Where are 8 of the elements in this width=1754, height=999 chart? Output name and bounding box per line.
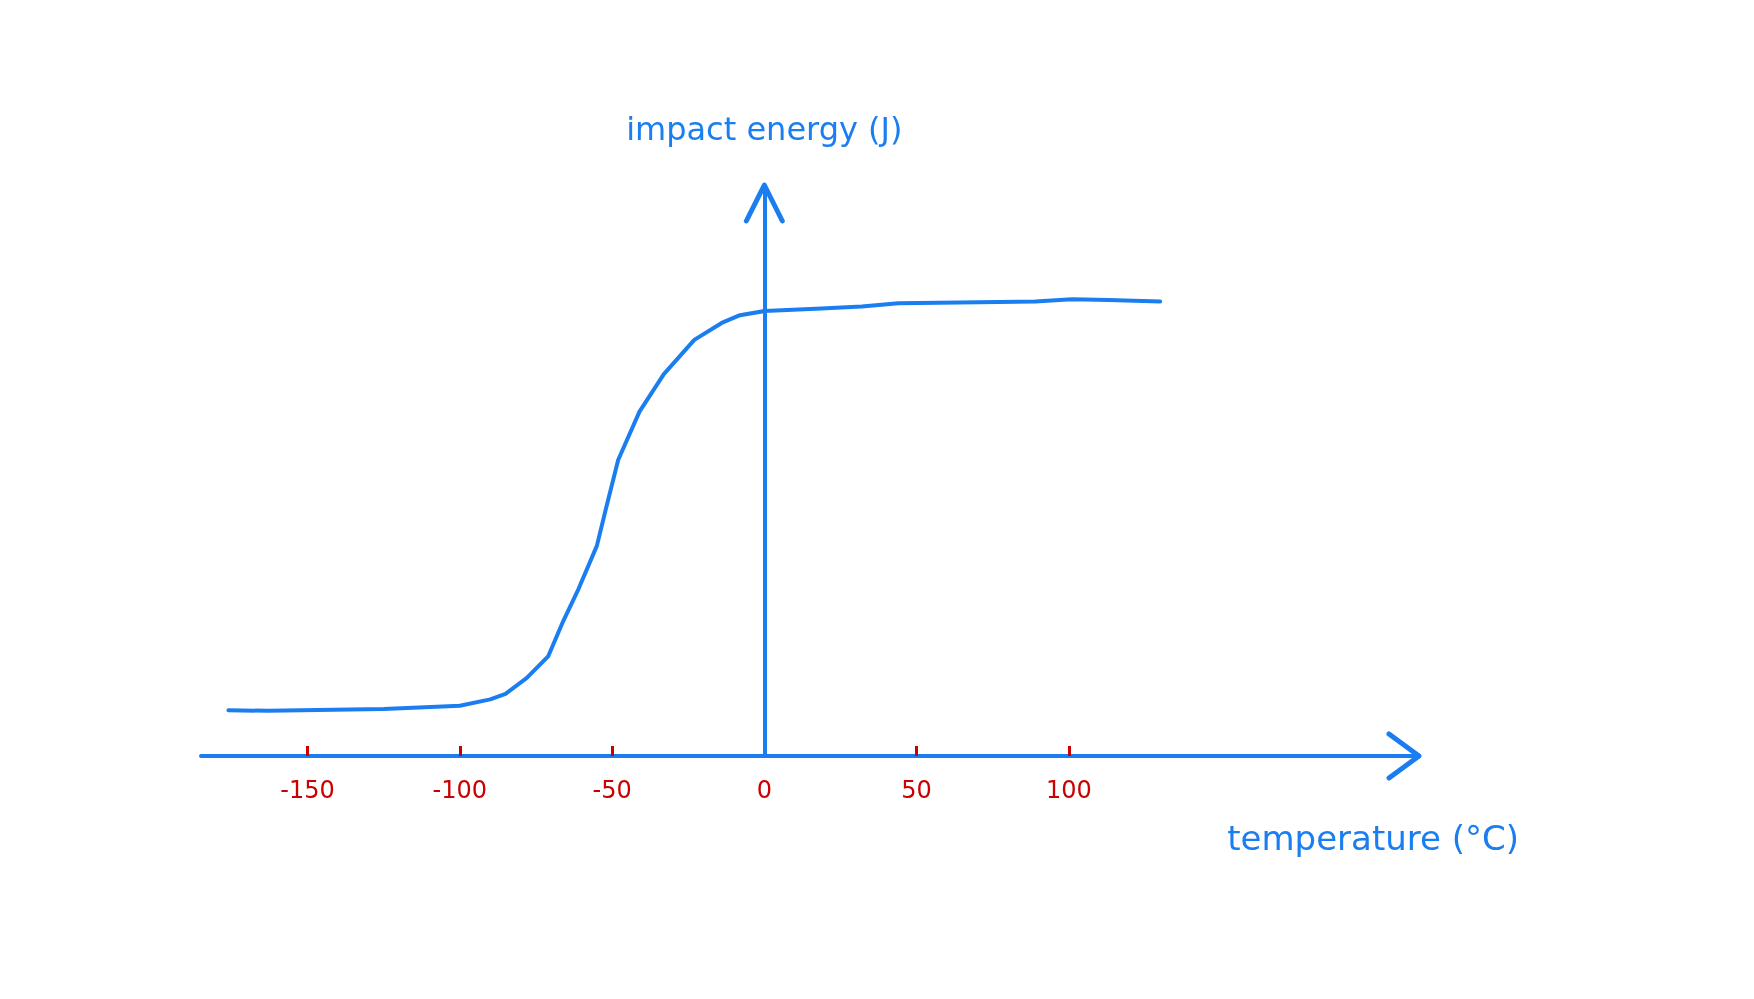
x-tick-label: -100	[432, 776, 488, 804]
y-axis-title: impact energy (J)	[626, 110, 903, 148]
x-tick-label: -150	[280, 776, 335, 804]
x-tick-label: -50	[592, 776, 632, 804]
x-tick-label: 50	[901, 776, 932, 804]
x-tick-label: 100	[1045, 776, 1092, 804]
x-tick-label: 0	[756, 776, 772, 804]
x-axis-title: temperature (°C)	[1227, 818, 1519, 858]
